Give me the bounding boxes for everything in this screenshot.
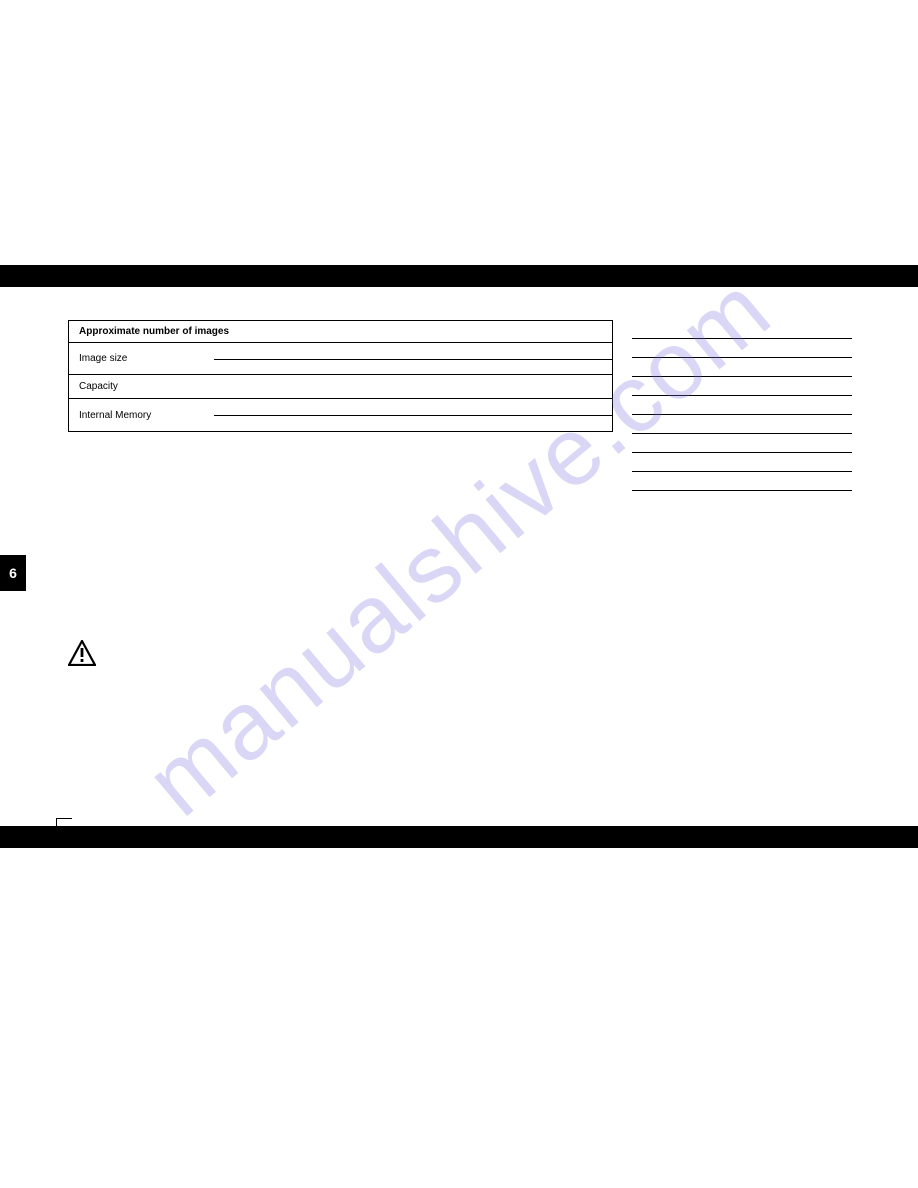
- table-row-label: Capacity: [79, 381, 118, 392]
- caution-block: [68, 640, 848, 671]
- spec-table: Approximate number of images Image size …: [68, 320, 613, 432]
- table-row: Image size: [69, 343, 612, 375]
- list-item: [632, 339, 852, 358]
- list-item: [632, 377, 852, 396]
- list-item: [632, 320, 852, 339]
- list-item: [632, 415, 852, 434]
- list-item: [632, 453, 852, 472]
- page-side-tab: 6: [0, 555, 26, 591]
- list-item: [632, 434, 852, 453]
- table-row: Capacity: [69, 375, 612, 399]
- top-black-bar: [0, 265, 918, 287]
- table-row-label: Internal Memory: [79, 410, 151, 421]
- list-item: [632, 396, 852, 415]
- table-header-row: Approximate number of images: [69, 321, 612, 343]
- bottom-black-bar: [0, 826, 918, 848]
- right-ruled-list: [632, 320, 852, 491]
- table-header-label: Approximate number of images: [79, 326, 229, 337]
- table-inner-divider: [214, 359, 612, 360]
- warning-icon: [68, 640, 96, 671]
- table-row: Internal Memory: [69, 399, 612, 431]
- table-row-label: Image size: [79, 353, 127, 364]
- table-inner-divider: [214, 415, 612, 416]
- list-item: [632, 358, 852, 377]
- list-item: [632, 472, 852, 491]
